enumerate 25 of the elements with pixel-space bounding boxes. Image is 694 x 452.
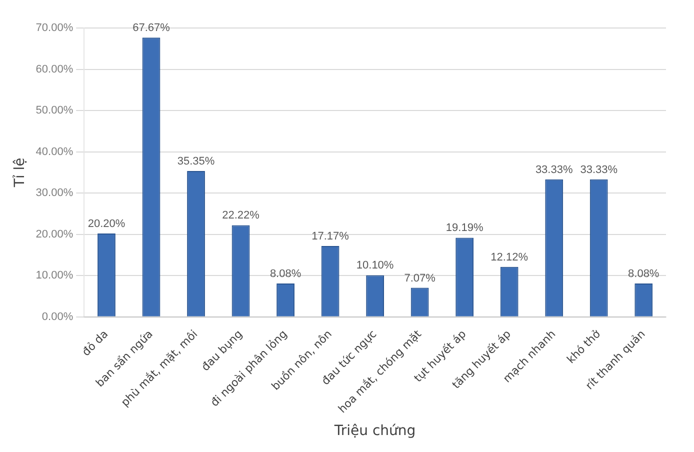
y-tick-label: 20.00% bbox=[36, 228, 74, 240]
x-axis-title: Triệu chứng bbox=[333, 423, 416, 440]
y-tick-label: 40.00% bbox=[36, 146, 74, 158]
data-label: 33.33% bbox=[580, 164, 618, 176]
data-label: 22.22% bbox=[222, 210, 260, 222]
y-tick-label: 0.00% bbox=[42, 310, 74, 323]
data-label: 17.17% bbox=[312, 230, 350, 243]
data-label: 20.20% bbox=[88, 218, 126, 230]
data-label: 8.08% bbox=[628, 268, 660, 280]
data-label: 10.10% bbox=[356, 260, 394, 272]
y-axis-title: Tỉ lệ bbox=[12, 158, 28, 188]
x-tick-label: đỏ da bbox=[80, 328, 111, 359]
data-label: 12.12% bbox=[490, 251, 528, 264]
data-label: 19.19% bbox=[446, 222, 484, 234]
y-tick-label: 30.00% bbox=[36, 187, 74, 200]
y-tick-label: 70.00% bbox=[36, 22, 74, 34]
data-label: 67.67% bbox=[132, 22, 170, 34]
data-label: 7.07% bbox=[404, 272, 436, 284]
data-label: 8.08% bbox=[270, 268, 302, 280]
data-label: 33.33% bbox=[535, 164, 573, 176]
y-tick-label: 10.00% bbox=[36, 270, 74, 282]
y-tick-label: 60.00% bbox=[36, 63, 74, 76]
y-tick-label: 50.00% bbox=[36, 104, 74, 117]
data-label: 35.35% bbox=[177, 156, 215, 168]
x-tick-label: khó thở bbox=[564, 327, 604, 366]
